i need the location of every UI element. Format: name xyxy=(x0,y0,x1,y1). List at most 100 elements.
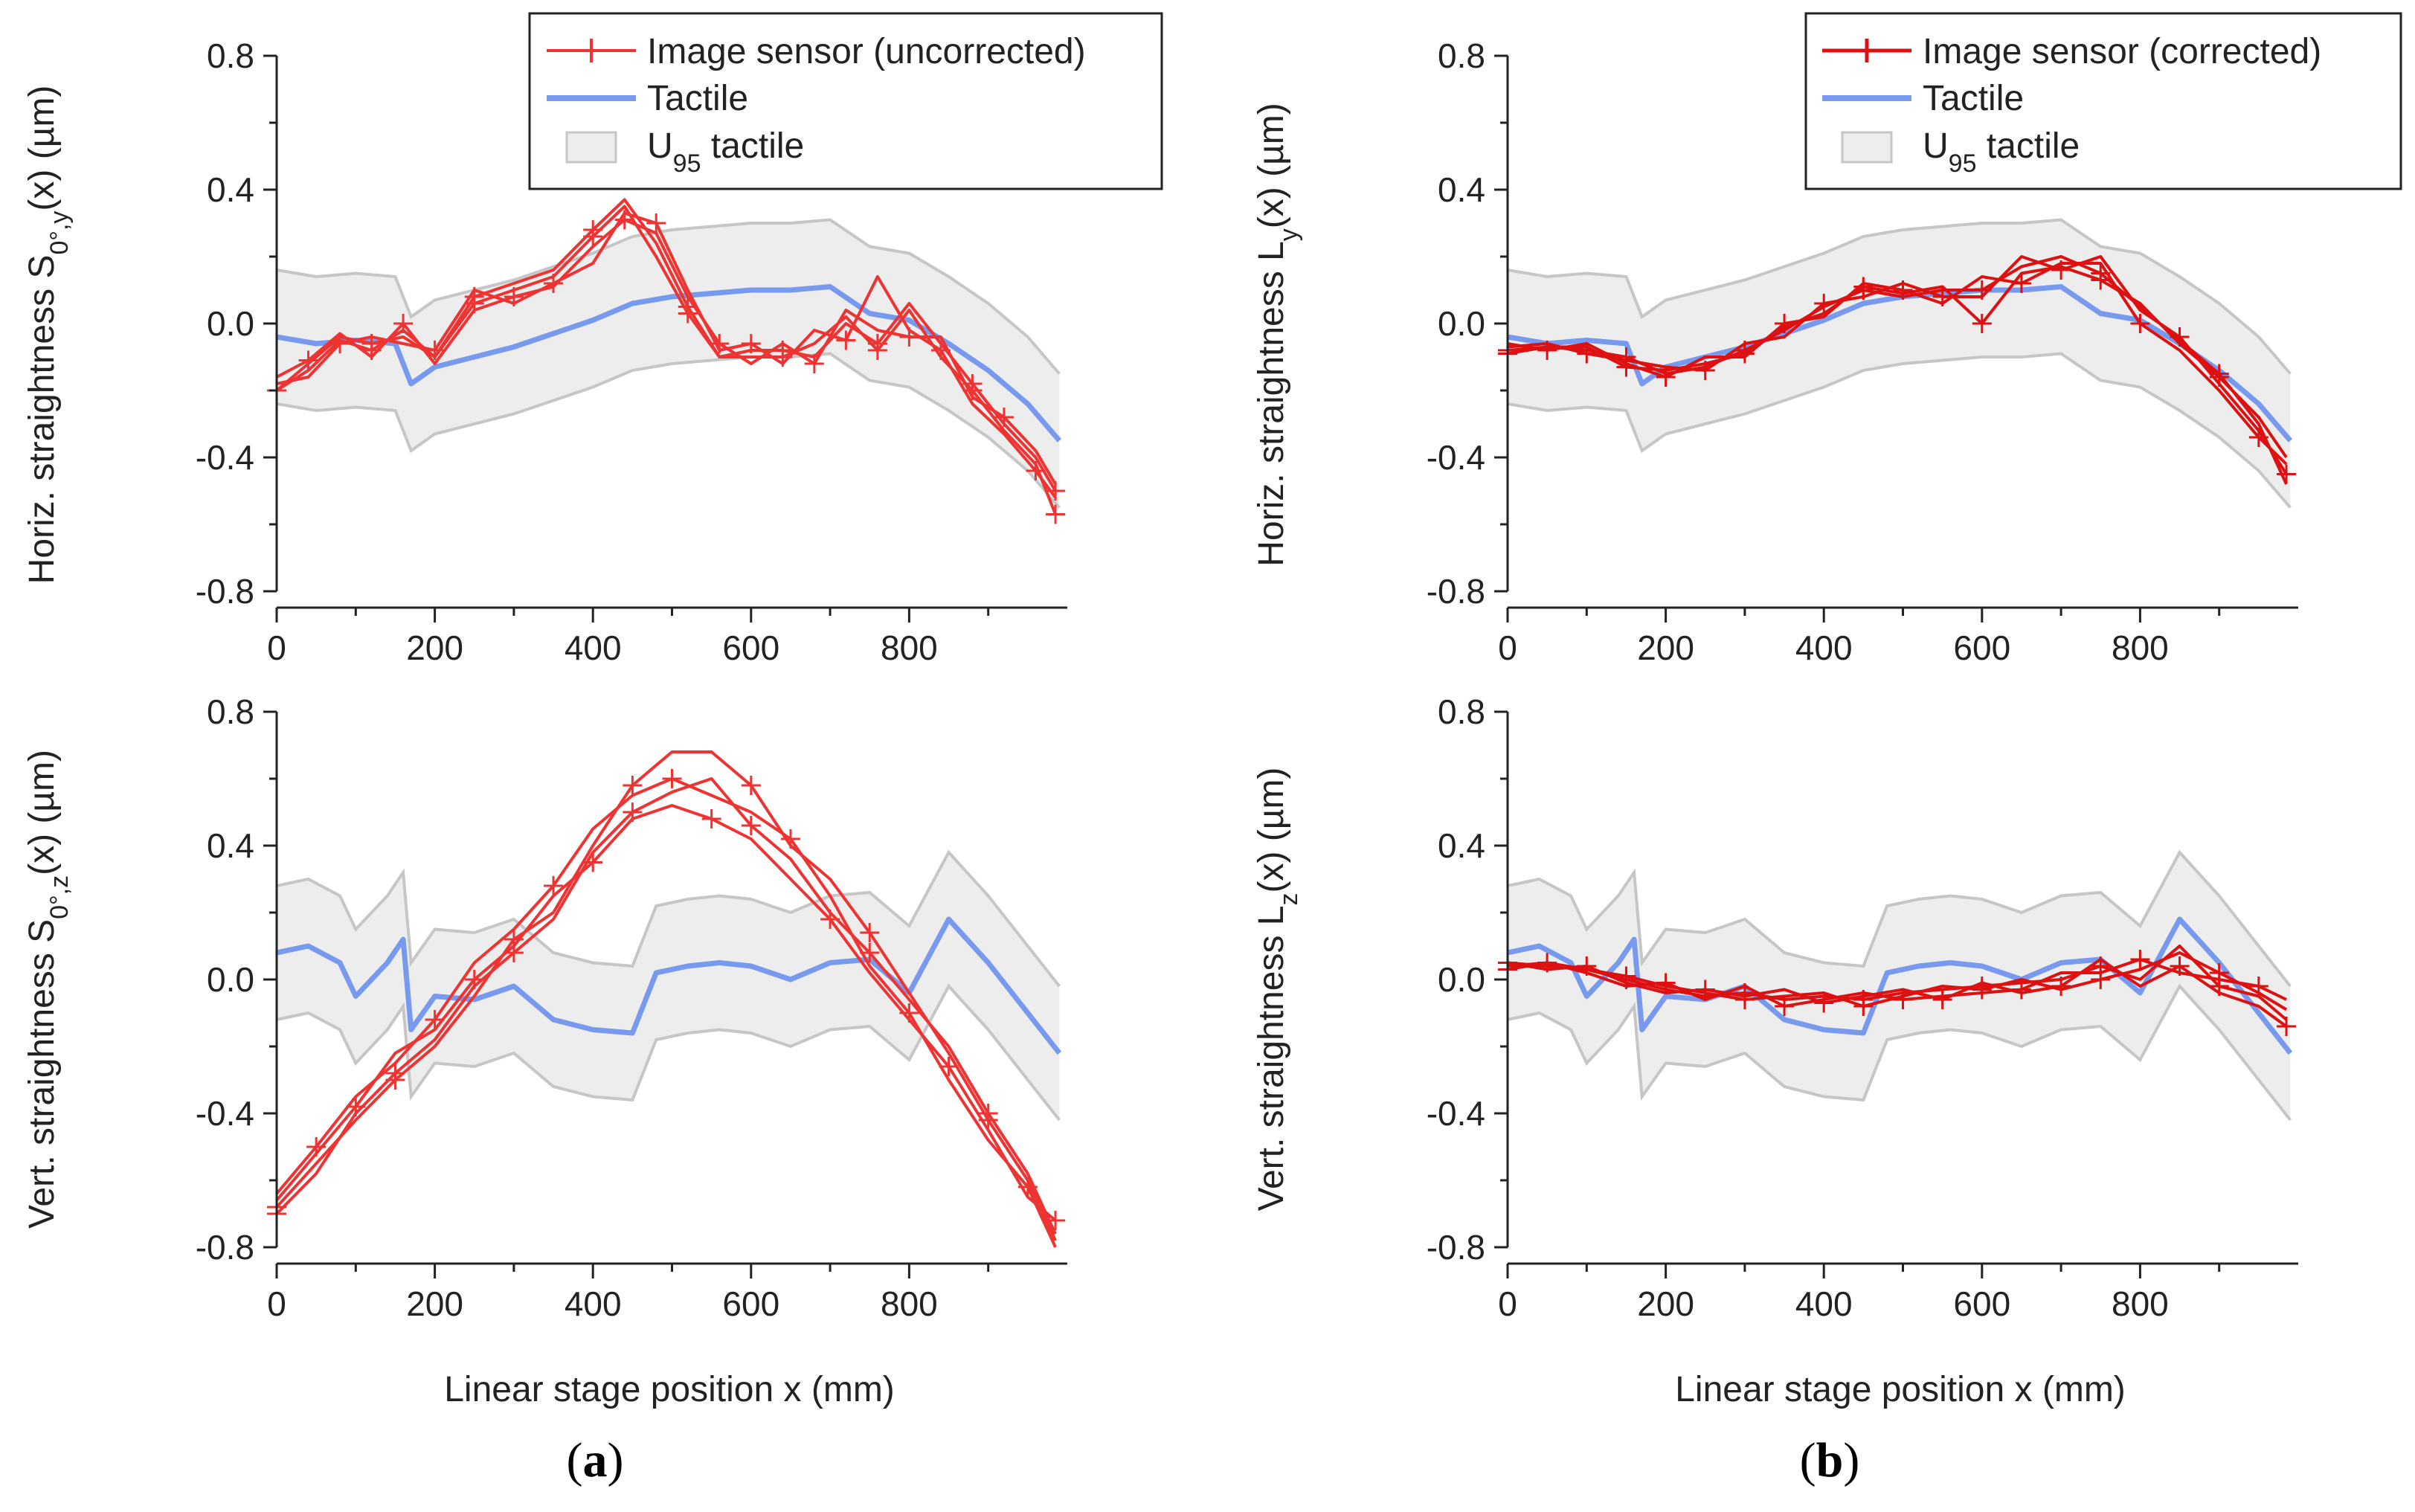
y-axis-label-tail: (x) (µm) xyxy=(1252,768,1291,893)
y-tick-label: 0.0 xyxy=(1438,960,1485,999)
axes xyxy=(263,710,1067,1278)
x-tick-label: 200 xyxy=(406,1284,463,1323)
tick-labels: 0.8 0.4 0.0 -0.4 -0.8 0 200 400 600 800 xyxy=(196,692,938,1323)
image-sensor-marker xyxy=(298,350,318,370)
y-axis-label: Horiz. straightness Ly(x) (µm) xyxy=(1252,103,1303,566)
y-axis-label: Horiz. straightness S0°,y(x) (µm) xyxy=(22,86,74,585)
image-sensor-marker xyxy=(1814,294,1834,313)
y-tick-label: 0.0 xyxy=(1438,304,1485,343)
y-tick-label: 0.4 xyxy=(1438,826,1485,865)
panel-b-top: 0.8 0.4 0.0 -0.4 -0.8 0 200 400 600 800 Horiz. st… xyxy=(1252,12,2402,667)
x-axis-label: Linear stage position x (mm) xyxy=(1675,1370,2126,1409)
x-tick-label: 600 xyxy=(722,628,779,667)
image-sensor-line-run-3 xyxy=(275,804,1057,1222)
legend-label-tactile: Tactile xyxy=(647,79,748,118)
y-tick-label: -0.8 xyxy=(196,572,254,611)
tactile-series xyxy=(276,284,1062,443)
y-axis-label-main: Horiz. straightness S xyxy=(22,255,62,585)
image-sensor-marker xyxy=(1577,956,1597,976)
image-sensor-marker xyxy=(646,213,666,233)
panel-label-b-letter: b xyxy=(1816,1433,1844,1487)
image-sensor-marker xyxy=(1972,314,1992,333)
panel-b-bottom: 0.8 0.4 0.0 -0.4 -0.8 0 200 400 600 800 Vert. str… xyxy=(1252,692,2298,1409)
y-tick-label: 0.8 xyxy=(207,692,254,731)
image-sensor-marker xyxy=(623,776,643,795)
legend-label-image-sensor: Image sensor (corrected) xyxy=(1923,32,2321,71)
image-sensor-marker xyxy=(2277,1017,2297,1036)
legend-label-tactile: Tactile xyxy=(1923,79,2024,118)
x-tick-label: 600 xyxy=(722,1284,779,1323)
u95-band-upper-edge xyxy=(1507,218,2292,375)
y-tick-label: 0.8 xyxy=(1438,36,1485,75)
image-sensor-marker xyxy=(962,374,983,393)
y-axis-label-tail: (x) (µm) xyxy=(22,750,62,875)
tactile-line xyxy=(1507,284,2293,443)
x-tick-label: 400 xyxy=(1795,1284,1853,1323)
u95-band-lower-edge xyxy=(276,352,1061,509)
legend-label-band: U95 tactile xyxy=(1923,126,2080,178)
u95-band xyxy=(1507,849,2292,1122)
image-sensor-marker xyxy=(1734,344,1755,364)
x-tick-label: 200 xyxy=(406,628,463,667)
image-sensor-marker xyxy=(860,923,880,942)
image-sensor-marker xyxy=(1814,993,1834,1013)
image-sensor-marker xyxy=(780,829,800,849)
u95-band-upper-edge xyxy=(276,849,1061,988)
image-sensor-marker xyxy=(1932,990,1952,1009)
image-sensor-marker xyxy=(2170,956,2190,976)
panel-a-bottom: 0.8 0.4 0.0 -0.4 -0.8 0 200 400 600 800 Vert. str… xyxy=(22,692,1067,1409)
image-sensor-marker xyxy=(1695,979,1715,1000)
image-sensor-series xyxy=(267,750,1066,1248)
y-axis-label-main: Horiz. straightness L xyxy=(1252,241,1291,567)
legend-label-band-sub: 95 xyxy=(1949,149,1977,178)
x-tick-label: 400 xyxy=(1795,628,1853,667)
image-sensor-marker xyxy=(741,776,761,795)
image-sensor-marker xyxy=(2209,963,2229,982)
image-sensor-marker xyxy=(464,294,484,313)
legend-label-band-main: U xyxy=(1923,126,1949,166)
image-sensor-marker xyxy=(2209,367,2229,387)
y-tick-label: 0.8 xyxy=(1438,692,1485,731)
y-axis-label-sub: 0°,z xyxy=(45,875,74,919)
panel-label-a-letter: a xyxy=(583,1433,608,1487)
y-tick-label: -0.8 xyxy=(1427,1228,1485,1267)
image-sensor-marker xyxy=(1972,979,1992,1000)
x-tick-label: 800 xyxy=(2112,1284,2169,1323)
y-axis-label-sub: z xyxy=(1275,893,1303,906)
image-sensor-marker xyxy=(393,314,414,333)
y-tick-label: -0.4 xyxy=(196,1094,254,1133)
image-sensor-marker xyxy=(385,1064,405,1083)
x-tick-label: 400 xyxy=(565,1284,622,1323)
x-tick-label: 0 xyxy=(267,628,286,667)
legend-label-band-main: U xyxy=(647,126,673,166)
y-tick-label: 0.4 xyxy=(207,170,254,209)
y-axis-label-sub: 0°,y xyxy=(45,211,74,255)
image-sensor-marker xyxy=(2277,464,2297,484)
image-sensor-marker xyxy=(583,227,603,246)
tick-labels: 0.8 0.4 0.0 -0.4 -0.8 0 200 400 600 800 xyxy=(1427,36,2169,667)
image-sensor-marker xyxy=(1656,973,1676,993)
image-sensor-marker xyxy=(1775,997,1795,1016)
y-axis-label-main: Vert. straightness S xyxy=(22,919,62,1229)
image-sensor-marker xyxy=(623,802,643,822)
image-sensor-line-run-3 xyxy=(1507,255,2288,475)
image-sensor-marker xyxy=(361,334,382,353)
legend-label-band-tail: tactile xyxy=(1977,126,2080,166)
u95-band-area xyxy=(277,852,1060,1120)
y-axis-label: Vert. straightness S0°,z(x) (µm) xyxy=(22,750,74,1229)
y-axis-label-tail: (x) (µm) xyxy=(1252,103,1291,228)
image-sensor-marker xyxy=(2011,979,2031,1000)
image-sensor-marker xyxy=(1616,357,1636,377)
image-sensor-marker xyxy=(1046,504,1066,524)
image-sensor-marker xyxy=(1932,287,1952,306)
image-sensor-marker xyxy=(1734,990,1755,1009)
y-tick-label: 0.0 xyxy=(207,960,254,999)
tactile-series xyxy=(1507,284,2293,443)
image-sensor-marker xyxy=(939,1057,959,1076)
image-sensor-line-run-4 xyxy=(275,777,1057,1235)
y-axis-label-tail: (x) (µm) xyxy=(22,86,62,211)
y-tick-label: 0.4 xyxy=(1438,170,1485,209)
image-sensor-marker xyxy=(867,334,887,353)
x-tick-label: 400 xyxy=(565,628,622,667)
